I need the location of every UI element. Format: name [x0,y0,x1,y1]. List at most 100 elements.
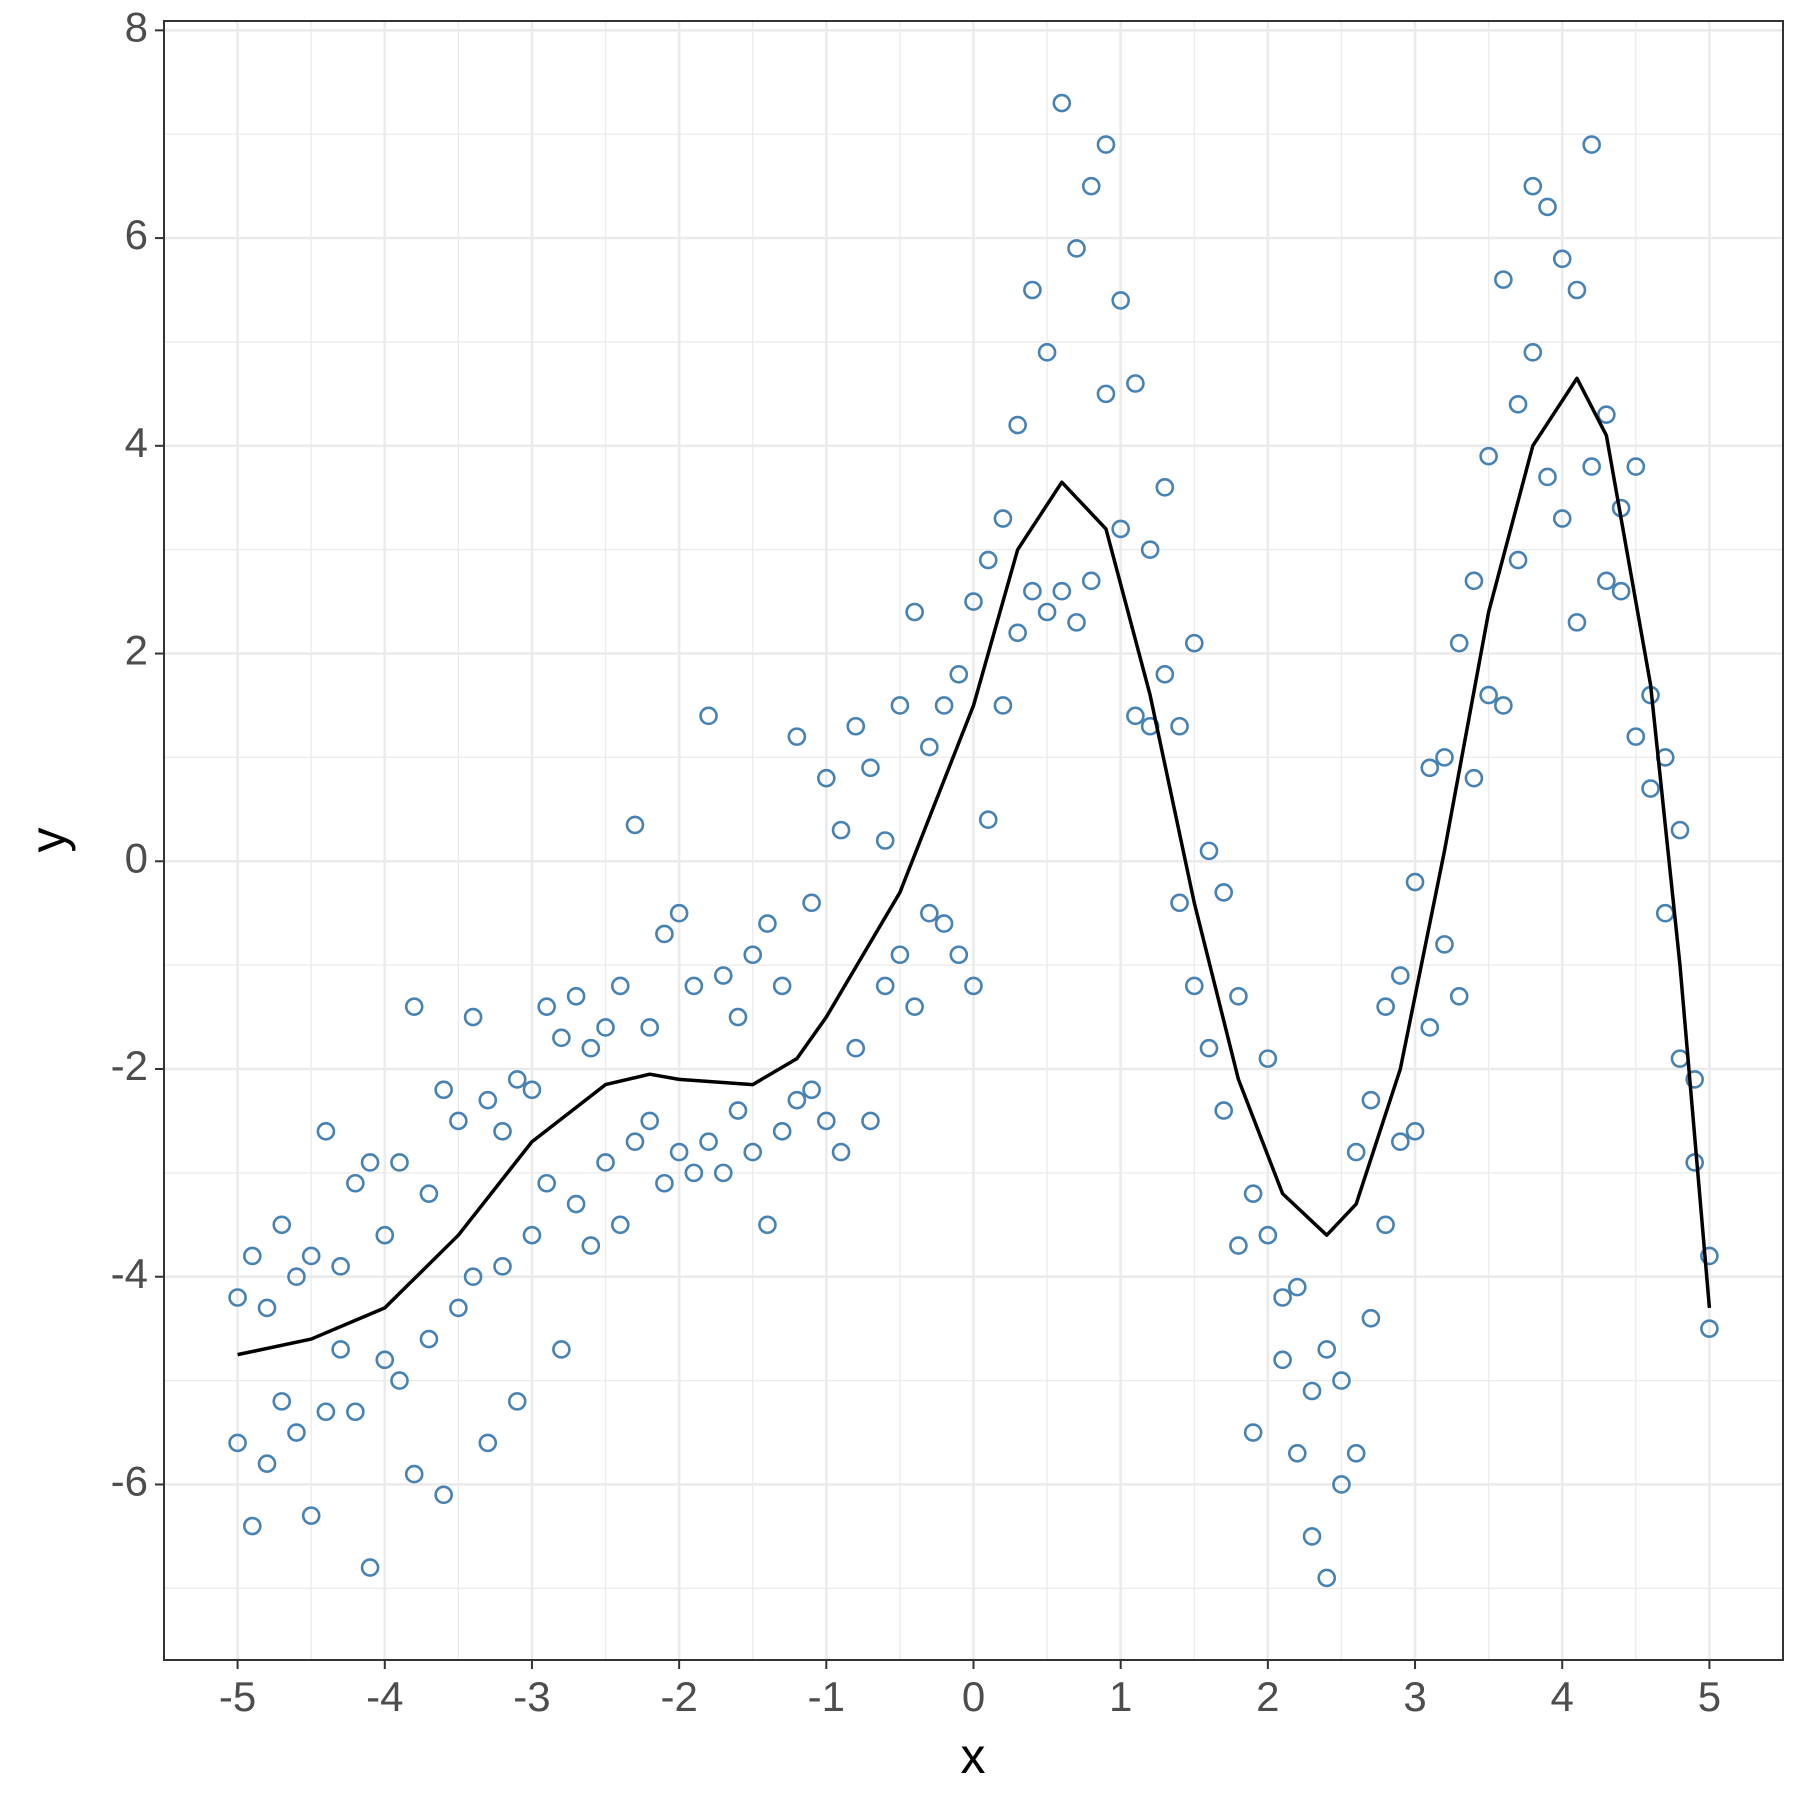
point [772,1122,792,1141]
point [1611,581,1631,601]
point [1641,779,1660,798]
point [610,976,630,996]
point [1597,571,1616,591]
point [699,1132,718,1152]
point [1700,1246,1719,1266]
point [375,1225,395,1245]
point [1155,665,1175,684]
point [404,997,424,1016]
point [493,1122,512,1141]
y-tick-label: -6 [111,1458,148,1505]
point [478,1090,498,1110]
point [640,1111,660,1131]
point [1391,966,1410,985]
point [1214,883,1234,902]
point [728,1007,748,1027]
point [875,976,895,996]
point [1567,613,1587,632]
point [655,1173,674,1193]
x-tick-label: -4 [366,1673,403,1720]
point [1302,1527,1322,1546]
point [493,1257,512,1276]
point [1067,613,1086,632]
x-tick-label: 1 [1109,1673,1132,1720]
point [581,1038,601,1058]
point [346,1402,365,1422]
point [890,945,910,965]
point [625,815,645,835]
point [1361,1090,1381,1110]
point [1332,1475,1351,1494]
point [610,1215,630,1235]
point [360,1558,380,1577]
y-tick-label: 0 [125,834,148,881]
point [1096,135,1116,154]
point [920,737,939,757]
point [301,1506,321,1525]
point [1582,135,1601,154]
point [1405,1122,1425,1141]
point [331,1257,350,1276]
point [478,1433,498,1453]
point [713,1163,733,1183]
point [1626,727,1646,746]
marks [228,93,1719,1588]
point [581,1236,601,1255]
point [419,1184,439,1203]
point [1273,1288,1292,1307]
point [272,1215,292,1235]
point [787,727,807,746]
point [1052,581,1072,601]
point [861,1111,880,1131]
point [360,1153,380,1172]
point [993,696,1013,715]
point [1243,1423,1263,1442]
point [390,1371,409,1390]
point [1170,716,1189,736]
point [861,758,880,778]
point [1199,1038,1219,1058]
point [1155,478,1175,497]
x-tick-label: 4 [1551,1673,1574,1720]
point [1464,768,1484,788]
point [257,1454,277,1473]
point [1582,457,1601,476]
y-tick-label: 2 [125,627,148,674]
point [920,903,939,923]
point [713,966,733,985]
point [1037,602,1057,622]
point [625,1132,645,1152]
point [1199,841,1219,861]
point [552,1340,571,1359]
point [1037,343,1057,362]
point [1096,384,1116,404]
point [934,914,954,933]
x-tick-label: 2 [1256,1673,1279,1720]
point [728,1101,748,1120]
point [228,1433,247,1453]
point [1523,176,1543,196]
point [1435,935,1454,954]
point [1126,374,1145,393]
point [1405,872,1425,892]
point [1008,623,1027,643]
point [1435,748,1454,767]
point [655,924,674,944]
point [301,1246,321,1266]
point [1317,1568,1337,1588]
point [1273,1350,1292,1370]
point [1243,1184,1263,1203]
point [964,976,983,996]
x-tick-label: 3 [1403,1673,1426,1720]
point [905,997,924,1016]
y-tick-label: 4 [125,419,148,466]
x-tick-label: -3 [513,1673,550,1720]
point [1067,239,1086,258]
point [993,509,1013,528]
point [419,1329,439,1349]
point [1008,415,1027,435]
x-tick-label: -1 [808,1673,845,1720]
point [449,1298,468,1318]
point [684,1163,704,1183]
point [1494,270,1513,289]
